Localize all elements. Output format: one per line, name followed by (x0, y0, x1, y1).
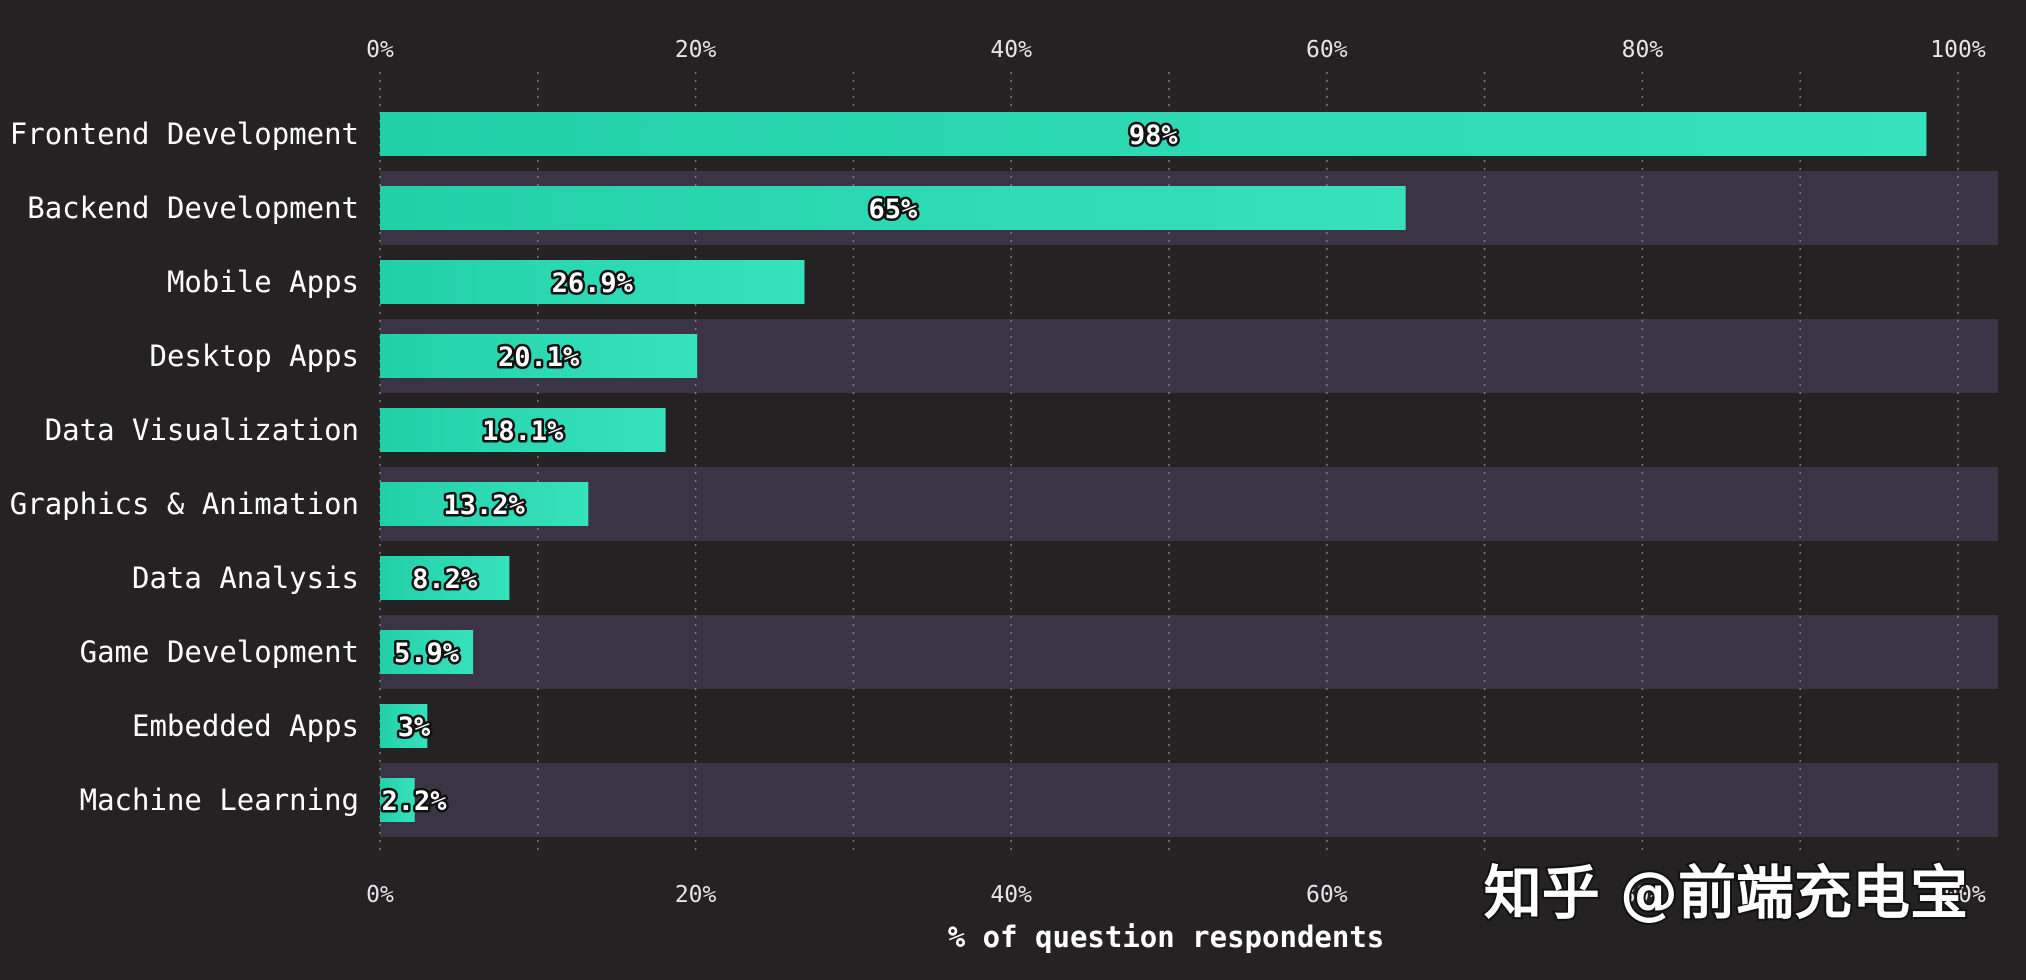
bar-value-label: 18.1% (482, 416, 564, 447)
bar (380, 112, 1927, 156)
bar-value-label: 26.9% (552, 268, 634, 299)
category-label: Data Analysis (132, 561, 359, 595)
x-tick-label-bottom: 20% (675, 882, 717, 908)
x-tick-label-top: 0% (366, 37, 394, 63)
category-label: Machine Learning (80, 783, 359, 817)
bar-value-label: 65% (868, 194, 918, 225)
bottom-axis-ticks: 0% 20% 40% 60% 80% 100% (366, 882, 1986, 908)
bar-value-label: 20.1% (498, 342, 580, 373)
category-label: Data Visualization (45, 413, 359, 447)
category-label: Desktop Apps (149, 339, 359, 373)
bars (380, 112, 1927, 822)
watermark-text: 知乎 @前端充电宝 (1484, 859, 1968, 927)
category-label: Graphics & Animation (10, 487, 359, 521)
bar-value-label: 8.2% (412, 564, 478, 595)
category-label: Mobile Apps (167, 265, 359, 299)
x-tick-label-top: 40% (990, 37, 1032, 63)
bar (380, 260, 805, 304)
x-tick-label-bottom: 40% (990, 882, 1032, 908)
top-axis-ticks: 0% 20% 40% 60% 80% 100% (366, 37, 1986, 63)
x-tick-label-top: 100% (1930, 37, 1986, 63)
category-label: Backend Development (27, 191, 359, 225)
x-tick-label-top: 20% (675, 37, 717, 63)
bar-value-label: 2.2% (381, 786, 447, 817)
category-label: Frontend Development (10, 117, 359, 151)
bar (380, 704, 428, 748)
bar (380, 186, 1406, 230)
bar (380, 408, 666, 452)
x-tick-label-bottom: 60% (1306, 882, 1348, 908)
row-band (380, 763, 1998, 837)
bar (380, 630, 474, 674)
bar-value-label: 3% (398, 712, 431, 743)
x-tick-label-bottom: 0% (366, 882, 394, 908)
bar (380, 334, 698, 378)
bar (380, 482, 589, 526)
category-label: Game Development (80, 635, 359, 669)
category-label: Embedded Apps (132, 709, 359, 743)
x-tick-label-top: 60% (1306, 37, 1348, 63)
row-bands (380, 171, 1998, 837)
category-labels: Frontend Development Backend Development M… (10, 117, 359, 817)
x-tick-label-bottom: 80% (1622, 882, 1664, 908)
bar-value-label: 98% (1129, 120, 1179, 151)
bar-value-label: 5.9% (394, 638, 460, 669)
bar-value-label: 13.2% (444, 490, 526, 521)
row-band (380, 615, 1998, 689)
bar (380, 778, 415, 822)
value-labels: 98% 65% 26.9% 20.1% 18.1% 13.2% 8.2% 5.9% 3% 2.2% (379, 118, 1181, 820)
x-tick-label-top: 80% (1622, 37, 1664, 63)
x-axis-title: % of question respondents (948, 920, 1385, 954)
x-tick-label-bottom: 100% (1930, 882, 1986, 908)
row-band (380, 467, 1998, 541)
bar (380, 556, 510, 600)
